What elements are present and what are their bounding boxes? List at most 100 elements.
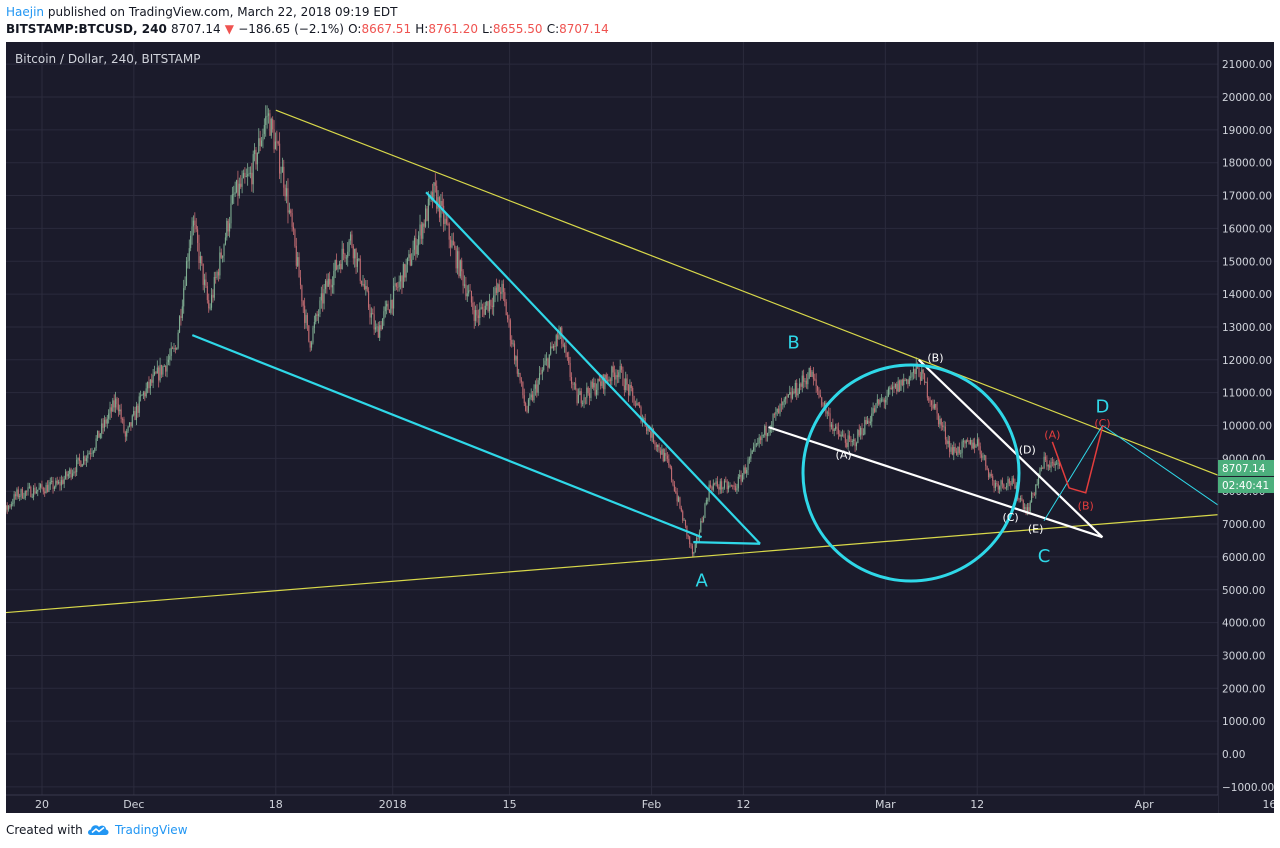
countdown-tag-text: 02:40:41 — [1222, 480, 1269, 492]
candle-body — [1032, 492, 1034, 495]
candle-body — [34, 487, 36, 494]
candle-body — [219, 252, 221, 276]
candle-body — [160, 364, 163, 375]
candle-body — [180, 316, 182, 318]
candle-body — [331, 285, 333, 288]
chart-area[interactable]: ABCDE(A)(B)(C)(D)(E)(A)(B)(C) 21000.0020… — [0, 42, 1280, 813]
candle-body — [928, 397, 930, 401]
candle-body — [815, 379, 817, 386]
candle-body — [433, 182, 435, 202]
chart-header: Haejin published on TradingView.com, Mar… — [0, 0, 1280, 42]
candle-body — [950, 447, 952, 452]
last-price: 8707.14 — [170, 22, 221, 36]
candle-body — [968, 441, 970, 444]
candle-body — [1038, 476, 1040, 485]
price-tick-label: 6000.00 — [1222, 552, 1265, 564]
candle-body — [12, 503, 14, 505]
candle-body — [231, 194, 233, 204]
candle-body — [591, 381, 593, 388]
time-axis[interactable] — [6, 795, 1218, 813]
candle-body — [1047, 465, 1049, 467]
candle-body — [961, 441, 963, 453]
candle-body — [108, 413, 110, 419]
price-axis[interactable] — [1218, 42, 1274, 813]
candle-body — [1058, 462, 1060, 466]
tradingview-cloud-icon[interactable] — [86, 821, 110, 837]
candle-body — [252, 154, 254, 185]
candle-body — [195, 225, 197, 230]
candle-body — [329, 278, 331, 285]
candle-body — [60, 480, 62, 486]
candle-body — [384, 306, 386, 312]
candle-body — [74, 471, 76, 473]
candle-body — [598, 378, 600, 382]
candle-body — [622, 369, 624, 386]
price-chart[interactable]: ABCDE(A)(B)(C)(D)(E)(A)(B)(C) 21000.0020… — [0, 42, 1280, 813]
candle-body — [602, 375, 605, 390]
candle-body — [130, 422, 132, 427]
candle-body — [366, 286, 368, 292]
candle-body — [587, 387, 589, 394]
candle-body — [626, 378, 628, 385]
candle-body — [722, 487, 724, 490]
candle-body — [997, 484, 999, 490]
candle-body — [947, 441, 949, 444]
candle-body — [127, 426, 129, 431]
candle-body — [584, 397, 586, 399]
candle-body — [768, 432, 770, 434]
candle-body — [554, 346, 556, 347]
candle-body — [295, 246, 297, 266]
candle-body — [942, 425, 944, 428]
candle-body — [248, 173, 250, 175]
author-link[interactable]: Haejin — [6, 5, 45, 19]
candle-body — [35, 491, 37, 494]
candle-body — [748, 458, 750, 460]
candle-body — [126, 430, 128, 437]
candle-body — [516, 356, 518, 374]
candle-body — [434, 182, 436, 186]
candle-body — [664, 452, 666, 461]
candle-body — [224, 237, 226, 245]
candle-body — [871, 413, 873, 422]
candle-body — [979, 446, 981, 455]
candle-body — [110, 407, 112, 412]
candle-body — [897, 380, 899, 392]
candle-body — [42, 487, 44, 492]
candle-body — [374, 327, 377, 330]
candle-body — [240, 183, 242, 187]
candle-body — [274, 141, 276, 150]
candle-body — [259, 138, 261, 147]
candle-body — [625, 378, 627, 391]
candle-body — [445, 218, 447, 224]
candle-body — [116, 398, 118, 405]
publish-line: Haejin published on TradingView.com, Mar… — [6, 5, 398, 19]
candle-body — [283, 166, 285, 188]
candle-body — [288, 210, 290, 213]
candle-body — [914, 369, 916, 374]
candle-body — [734, 486, 737, 491]
time-axis-labels: 20Dec18201815Feb12Mar12Apr16May — [35, 798, 1276, 811]
candle-body — [1000, 480, 1002, 487]
candle-body — [451, 240, 453, 248]
candle-body — [249, 172, 251, 174]
candle-body — [480, 307, 482, 309]
candle-body — [733, 485, 735, 487]
candle-body — [529, 397, 531, 400]
candle-body — [1001, 480, 1003, 485]
candle-body — [867, 420, 869, 424]
candle-body — [678, 497, 680, 502]
tradingview-brand-link[interactable]: TradingView — [115, 823, 188, 837]
candle-body — [242, 172, 245, 179]
candle-body — [412, 249, 414, 260]
candle-body — [1056, 463, 1058, 465]
candle-body — [406, 257, 409, 265]
candle-body — [1006, 485, 1008, 488]
candle-body — [1040, 467, 1042, 469]
open-value: 8667.51 — [361, 22, 412, 36]
candle-body — [458, 251, 460, 277]
candle-body — [315, 314, 317, 322]
candle-body — [427, 198, 429, 221]
candle-body — [185, 261, 188, 286]
candle-body — [401, 275, 403, 288]
candle-body — [1004, 487, 1006, 489]
